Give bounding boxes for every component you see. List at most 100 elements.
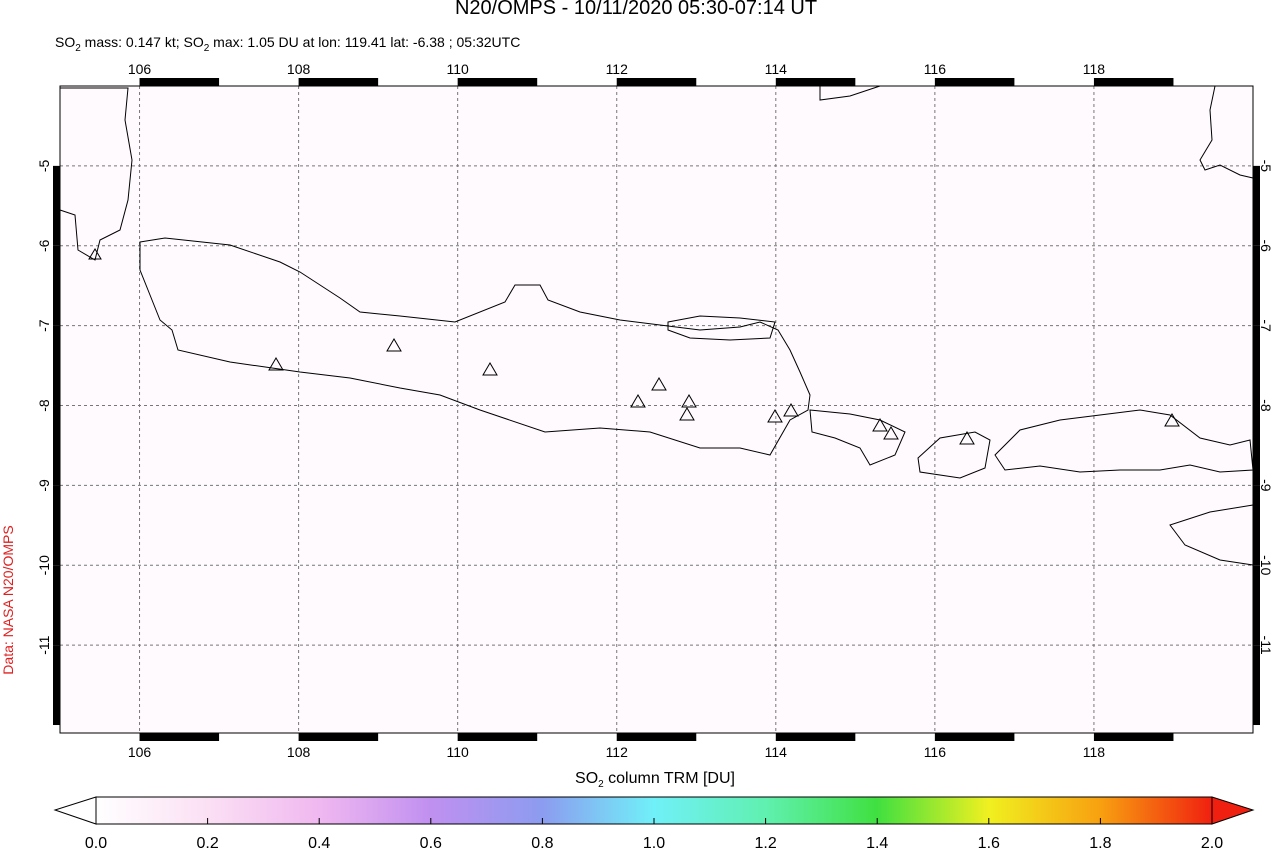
x-tick-label: 112 <box>606 744 629 760</box>
colorbar-label: SO2 column TRM [DU] <box>575 770 735 790</box>
frame-band <box>139 733 220 741</box>
volcano <box>767 409 783 423</box>
frame-band <box>53 645 60 726</box>
frame-band <box>775 78 856 86</box>
colorbar-tick-label: 0.4 <box>308 835 330 852</box>
volcano <box>386 338 402 352</box>
frame-band <box>1253 325 1260 406</box>
x-tick-label: 110 <box>447 61 470 77</box>
volcano <box>482 362 498 376</box>
frame-band <box>53 405 60 486</box>
frame-band <box>775 733 856 741</box>
y-tick-label: -7 <box>1258 319 1272 332</box>
y-tick-label: -10 <box>36 555 52 575</box>
colorbar-tick-label: 1.2 <box>754 835 776 852</box>
y-tick-label: -6 <box>1258 240 1272 253</box>
text-part: SO <box>55 34 75 50</box>
frame-band <box>1253 485 1260 566</box>
map-background <box>60 86 1253 733</box>
java-coast <box>139 237 811 456</box>
y-tick-label: -8 <box>36 399 52 412</box>
frame-band <box>457 733 538 741</box>
frame-band <box>53 485 60 566</box>
colorbar-tick-label: 1.8 <box>1089 835 1111 852</box>
frame-band <box>53 325 60 406</box>
y-tick-label: -11 <box>36 635 52 654</box>
frame-band <box>1253 245 1260 326</box>
volcano <box>679 407 695 421</box>
text-part: SO <box>575 770 598 787</box>
y-tick-label: -11 <box>1258 636 1272 655</box>
y-tick-label: -5 <box>36 159 52 172</box>
frame-band <box>934 78 1015 86</box>
volcano <box>783 403 799 417</box>
sumbawa-coast <box>994 409 1254 473</box>
y-tick-label: -6 <box>36 239 52 252</box>
map-frame <box>59 85 1254 734</box>
frame-band <box>298 78 379 86</box>
colorbar-low-arrow <box>53 796 97 825</box>
subscript: 2 <box>204 43 210 54</box>
y-tick-label: -9 <box>1258 479 1272 492</box>
text-part: column TRM [DU] <box>604 770 735 787</box>
bali-coast <box>809 409 906 466</box>
volcano <box>883 426 899 440</box>
volcano <box>268 357 284 371</box>
x-tick-label: 114 <box>765 61 788 77</box>
y-tick-label: -7 <box>36 319 52 332</box>
text-part: max: 1.05 DU at lon: 119.41 lat: -6.38 ;… <box>209 34 520 50</box>
frame-band <box>298 733 379 741</box>
subtitle: SO2 mass: 0.147 kt; SO2 max: 1.05 DU at … <box>55 34 520 54</box>
frame-band <box>139 78 220 86</box>
sumba-coast <box>1169 504 1254 566</box>
volcano <box>88 248 102 260</box>
frame-band <box>53 565 60 646</box>
frame-band <box>53 245 60 326</box>
y-tick-label: -9 <box>36 479 52 492</box>
volcano <box>630 394 646 408</box>
y-tick-label: -5 <box>1258 160 1272 173</box>
colorbar-high-arrow <box>1211 796 1255 825</box>
lombok-coast <box>917 431 991 479</box>
colorbar-tick-label: 2.0 <box>1201 835 1223 852</box>
x-tick-label: 112 <box>606 61 629 77</box>
frame-band <box>934 733 1015 741</box>
x-tick-label: 116 <box>924 61 947 77</box>
x-tick-label: 114 <box>765 744 788 760</box>
colorbar-tick-label: 0.6 <box>420 835 442 852</box>
volcanoes <box>88 248 1180 445</box>
x-tick-label: 118 <box>1083 61 1106 77</box>
colorbar-tick-label: 1.6 <box>978 835 1000 852</box>
credit: Data: NASA N20/OMPS <box>0 525 16 674</box>
y-tick-label: -8 <box>1258 399 1272 412</box>
colorbar-tick-label: 0.0 <box>85 835 107 852</box>
colorbar-tick-label: 0.8 <box>531 835 553 852</box>
volcano <box>651 377 667 391</box>
x-tick-label: 108 <box>287 744 311 760</box>
x-tick-label: 118 <box>1083 744 1106 760</box>
frame-band <box>53 165 60 246</box>
volcano <box>872 418 888 432</box>
frame-band <box>1093 78 1174 86</box>
borneo-coast <box>1199 85 1254 179</box>
x-tick-label: 106 <box>128 744 152 760</box>
subscript: 2 <box>598 779 604 790</box>
frame-band <box>1253 405 1260 486</box>
frame-band <box>1093 733 1174 741</box>
frame-band <box>1253 165 1260 246</box>
sumatra-coast <box>59 87 133 261</box>
frame-band <box>616 78 697 86</box>
frame-band <box>616 733 697 741</box>
title: N20/OMPS - 10/11/2020 05:30-07:14 UT <box>455 0 817 19</box>
x-tick-label: 108 <box>287 61 311 77</box>
volcano <box>681 394 697 408</box>
x-tick-label: 110 <box>447 744 470 760</box>
y-tick-label: -10 <box>1258 555 1272 575</box>
colorbar-tick-label: 0.2 <box>196 835 218 852</box>
frame-band <box>457 78 538 86</box>
coastlines <box>59 85 1254 566</box>
colorbar-tick-label: 1.4 <box>866 835 888 852</box>
madura-coast <box>667 315 776 341</box>
kalimantan-coast <box>819 85 881 101</box>
